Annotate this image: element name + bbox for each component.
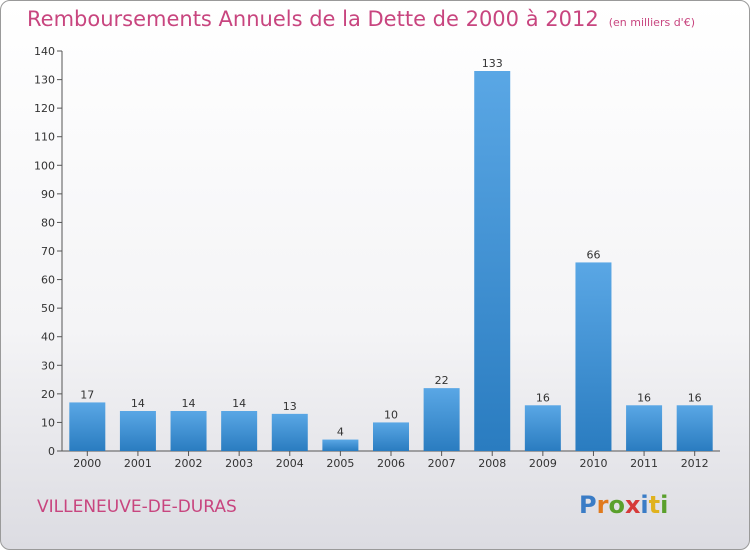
y-tick-label: 130 <box>34 74 55 87</box>
x-tick-label: 2003 <box>225 457 253 470</box>
y-tick-label: 50 <box>41 302 55 315</box>
y-tick-label: 80 <box>41 216 55 229</box>
bar <box>626 405 663 451</box>
data-label: 66 <box>586 248 600 261</box>
data-label: 17 <box>80 388 94 401</box>
y-tick-label: 70 <box>41 245 55 258</box>
x-tick-label: 2009 <box>529 457 557 470</box>
data-label: 22 <box>435 374 449 387</box>
logo-letter: x <box>624 491 641 519</box>
data-label: 16 <box>688 391 702 404</box>
y-tick-label: 140 <box>34 45 55 58</box>
x-tick-label: 2010 <box>579 457 607 470</box>
data-label: 14 <box>131 397 145 410</box>
y-tick-label: 90 <box>41 188 55 201</box>
x-tick-label: 2004 <box>276 457 304 470</box>
bar <box>575 262 612 451</box>
x-tick-label: 2000 <box>73 457 101 470</box>
bar <box>474 71 511 451</box>
logo-letter: r <box>596 491 609 519</box>
bar <box>676 405 713 451</box>
data-label: 16 <box>536 391 550 404</box>
logo-letter: i <box>640 491 649 519</box>
x-tick-label: 2005 <box>326 457 354 470</box>
bar <box>524 405 561 451</box>
y-tick-label: 10 <box>41 416 55 429</box>
data-label: 13 <box>283 400 297 413</box>
x-tick-label: 2006 <box>377 457 405 470</box>
logo-letter: i <box>660 491 669 519</box>
data-label: 10 <box>384 408 398 421</box>
y-tick-label: 20 <box>41 388 55 401</box>
bar <box>69 402 106 451</box>
data-label: 14 <box>232 397 246 410</box>
bar <box>322 439 359 451</box>
y-tick-label: 30 <box>41 359 55 372</box>
x-tick-label: 2007 <box>428 457 456 470</box>
proxiti-logo: Proxiti <box>579 491 668 519</box>
x-tick-label: 2008 <box>478 457 506 470</box>
data-label: 4 <box>337 426 344 439</box>
x-tick-label: 2011 <box>630 457 658 470</box>
bar <box>423 388 460 451</box>
data-label: 14 <box>182 397 196 410</box>
x-tick-label: 2001 <box>124 457 152 470</box>
y-tick-label: 60 <box>41 274 55 287</box>
commune-name: VILLENEUVE-DE-DURAS <box>37 497 237 517</box>
x-tick-label: 2012 <box>681 457 709 470</box>
bar <box>271 413 308 451</box>
bar <box>119 411 156 451</box>
bar <box>221 411 258 451</box>
y-tick-label: 120 <box>34 102 55 115</box>
y-tick-label: 40 <box>41 331 55 344</box>
bar <box>373 422 409 451</box>
y-tick-label: 100 <box>34 159 55 172</box>
chart-subtitle: (en milliers d'€) <box>608 16 695 29</box>
logo-letter: o <box>608 491 625 519</box>
y-tick-label: 0 <box>48 445 55 458</box>
logo-letter: t <box>648 491 661 519</box>
logo-letter: P <box>579 491 597 519</box>
bar <box>170 411 207 451</box>
data-label: 16 <box>637 391 651 404</box>
data-label: 133 <box>482 57 503 70</box>
chart-title: Remboursements Annuels de la Dette de 20… <box>27 7 695 31</box>
y-tick-label: 110 <box>34 131 55 144</box>
x-tick-label: 2002 <box>175 457 203 470</box>
